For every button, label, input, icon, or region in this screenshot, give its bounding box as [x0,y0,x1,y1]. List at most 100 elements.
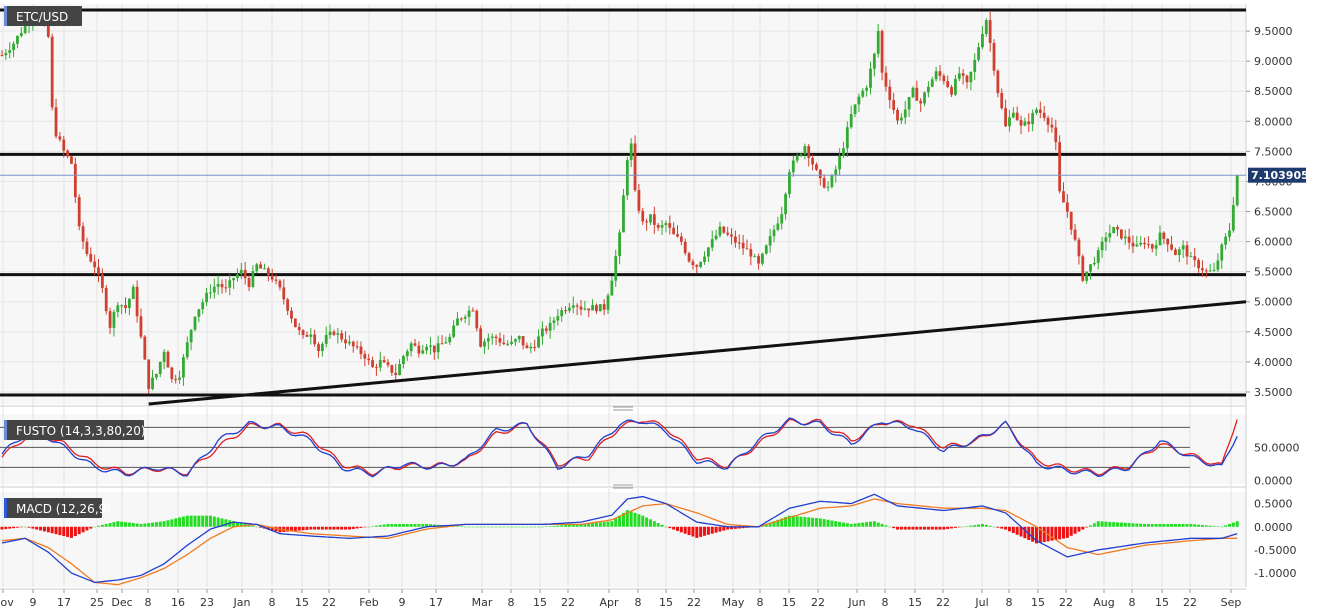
candle-body [625,160,629,196]
macd-hist-bar [1200,525,1204,527]
candle-body [1231,205,1235,231]
candle-body [977,47,980,60]
macd-hist-bar [467,526,471,528]
candle-body [1201,268,1204,271]
macd-hist-bar [235,522,239,527]
candle-body [1004,108,1007,127]
candle-body [788,172,791,195]
macd-hist-bar [598,522,602,527]
x-tick-label: Mar [472,596,493,609]
candle-body [718,226,722,236]
candle-body [1166,238,1170,245]
candle-body [328,331,332,336]
macd-hist-bar [1123,522,1127,527]
trendline[interactable] [148,300,1247,406]
pane-resize-handle-1[interactable] [613,406,633,411]
candle-body [656,224,660,228]
candle-body [961,73,965,76]
macd-hist-bar [143,523,147,527]
candle-body [710,239,714,248]
macd-hist-bar [42,526,46,532]
macd-hist-bar [378,525,382,527]
candle-body [915,87,919,101]
candle-body [170,367,174,380]
candle-body [687,253,691,262]
candle-body [178,377,181,380]
macd-hist-bar [1015,526,1019,535]
macd-hist-bar [1085,526,1089,528]
price-y-tick-label: 6.0000 [1254,236,1293,249]
candle-body [1127,236,1131,243]
macd-hist-bar [355,526,359,529]
macd-hist-bar [591,522,595,527]
macd-hist-bar [610,521,614,527]
macd-hist-bar [1189,523,1193,527]
fusto-lines [0,417,1238,478]
candle-body [293,318,297,328]
macd-hist-bar [899,526,903,530]
macd-hist-bar [676,526,679,531]
macd-hist-bar [336,526,340,530]
candle-body [934,71,938,80]
candle-body [475,310,479,329]
candle-body [911,87,915,98]
macd-hist-bar [189,515,193,527]
macd-hist-bar [911,526,915,530]
macd-hist-bar [8,526,12,529]
macd-hist-bar [116,521,120,527]
macd-hist-bar [764,523,768,527]
candle-body [1038,109,1042,113]
macd-hist-bar [857,523,861,527]
candle-body [1085,271,1089,281]
candle-body [100,274,104,288]
macd-hist-bar [664,526,668,528]
macd-hist-bar [216,517,220,527]
candle-body [371,360,374,368]
candle-body [209,292,212,294]
candle-body [448,336,452,343]
candle-body [151,377,154,389]
candle-body [1143,242,1146,245]
macd-hist-bar [691,526,695,537]
macd-hist-bar [637,514,641,527]
candle-body [734,236,737,243]
candle-body [884,72,888,87]
macd-hist-bar [919,526,923,530]
macd-hist-bar [973,525,977,527]
macd-hist-bar [602,521,606,527]
macd-hist-bar [178,517,182,527]
candle-body [857,96,861,105]
macd-hist-bar [201,515,205,527]
candle-body [610,280,614,296]
macd-hist-bar [853,523,857,527]
candle-body [93,261,97,268]
candle-body [815,164,818,170]
macd-hist-bar [517,526,521,528]
candle-body [1062,191,1065,203]
candle-body [494,336,498,339]
candle-body [104,287,108,312]
candle-body [1216,260,1220,270]
candle-body [278,280,282,288]
pane-resize-handle-2[interactable] [613,484,633,489]
candle-body [1069,211,1073,230]
candle-body [367,358,371,361]
candle-body [1212,269,1216,271]
macd-hist-bar [224,519,228,527]
macd-y-tick-label: -1.0000 [1254,567,1296,580]
candle-body [741,242,745,249]
macd-hist-bar [220,518,224,527]
macd-hist-bar [390,523,394,527]
macd-hist-bar [1146,523,1150,527]
x-tick-label: 8 [757,596,764,609]
macd-hist-bar [359,526,363,528]
macd-hist-bar [274,526,278,532]
macd-hist-bar [629,511,633,527]
macd-hist-bar [297,526,301,531]
price-y-tick-label: 7.5000 [1254,145,1293,158]
macd-hist-bar [818,518,822,527]
candle-body [753,256,757,258]
x-tick-label: Jun [847,596,865,609]
macd-hist-bar [301,526,305,531]
macd-hist-bar [69,526,73,538]
